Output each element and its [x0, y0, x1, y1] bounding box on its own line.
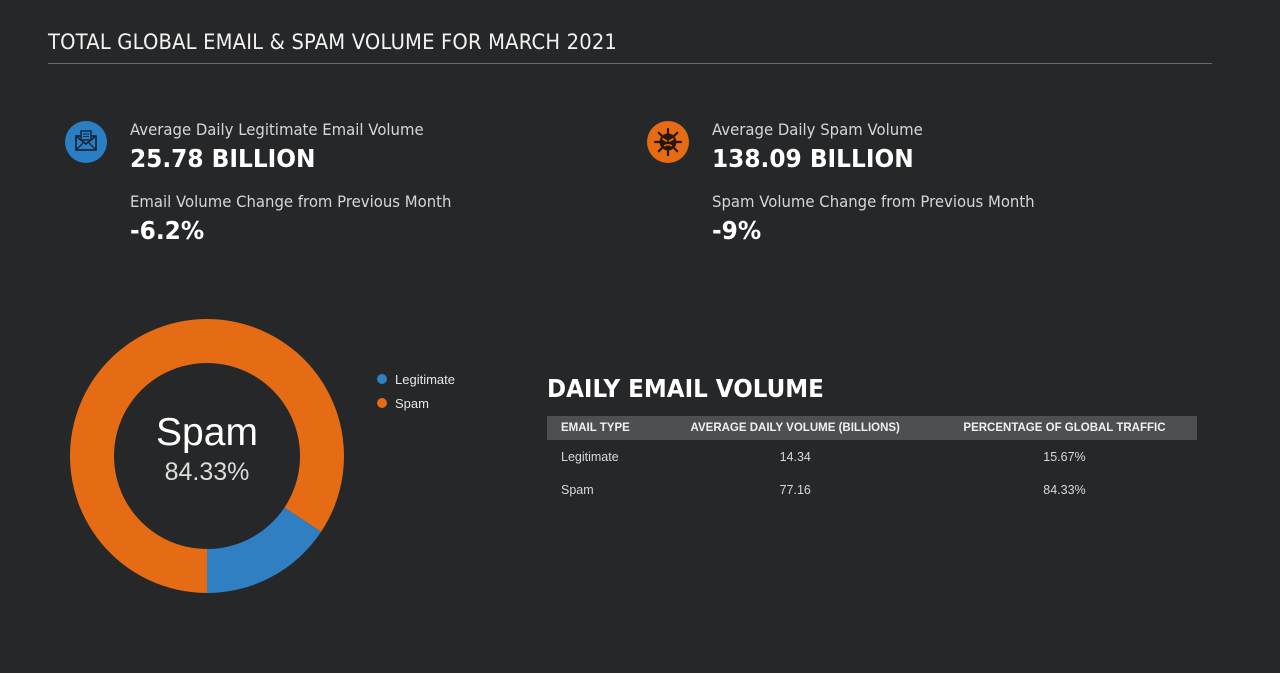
- legitimate-change-label: Email Volume Change from Previous Month: [130, 192, 452, 211]
- column-header[interactable]: PERCENTAGE OF GLOBAL TRAFFIC: [931, 416, 1197, 440]
- table-cell: Spam: [561, 482, 594, 497]
- legend-label-spam: Spam: [395, 395, 429, 411]
- donut-chart: Spam 84.33%: [70, 319, 344, 593]
- spam-change-label: Spam Volume Change from Previous Month: [712, 192, 1035, 211]
- table-cell: 14.34: [779, 449, 811, 464]
- legend-item-spam[interactable]: Spam: [377, 391, 455, 415]
- donut-chart-svg: [70, 319, 344, 593]
- legitimate-volume-value: 25.78 BILLION: [130, 144, 316, 173]
- page-title: TOTAL GLOBAL EMAIL & SPAM VOLUME FOR MAR…: [48, 30, 618, 54]
- legend-item-legitimate[interactable]: Legitimate: [377, 367, 455, 391]
- title-divider: [48, 63, 1212, 64]
- column-header[interactable]: EMAIL TYPE: [547, 416, 659, 440]
- table-heading: DAILY EMAIL VOLUME: [547, 374, 824, 403]
- donut-center-title: Spam: [156, 411, 258, 454]
- virus-icon: [647, 121, 689, 163]
- column-header[interactable]: AVERAGE DAILY VOLUME (BILLIONS): [658, 416, 932, 440]
- spam-volume-value: 138.09 BILLION: [712, 144, 914, 173]
- table-row: Legitimate 14.34 15.67%: [547, 440, 1197, 473]
- table-cell: 77.16: [779, 482, 811, 497]
- spam-volume-label: Average Daily Spam Volume: [712, 120, 923, 139]
- legend-dot-spam: [377, 398, 387, 408]
- table-cell: Legitimate: [561, 449, 619, 464]
- chart-legend: Legitimate Spam: [377, 367, 455, 415]
- legend-label-legitimate: Legitimate: [395, 371, 455, 387]
- daily-email-volume-table: EMAIL TYPE AVERAGE DAILY VOLUME (BILLION…: [547, 416, 1197, 506]
- donut-slice-spam[interactable]: [70, 319, 344, 593]
- donut-slice-legitimate[interactable]: [207, 507, 322, 593]
- spam-change-value: -9%: [712, 216, 762, 245]
- legitimate-volume-label: Average Daily Legitimate Email Volume: [130, 120, 424, 139]
- legend-dot-legitimate: [377, 374, 387, 384]
- donut-center-value: 84.33%: [164, 458, 250, 486]
- envelope-icon: [65, 121, 107, 163]
- table-cell: 15.67%: [1043, 449, 1086, 464]
- table-cell: 84.33%: [1043, 482, 1086, 497]
- table-row: Spam 77.16 84.33%: [547, 473, 1197, 506]
- legitimate-change-value: -6.2%: [130, 216, 205, 245]
- table-header-row: EMAIL TYPE AVERAGE DAILY VOLUME (BILLION…: [547, 416, 1197, 440]
